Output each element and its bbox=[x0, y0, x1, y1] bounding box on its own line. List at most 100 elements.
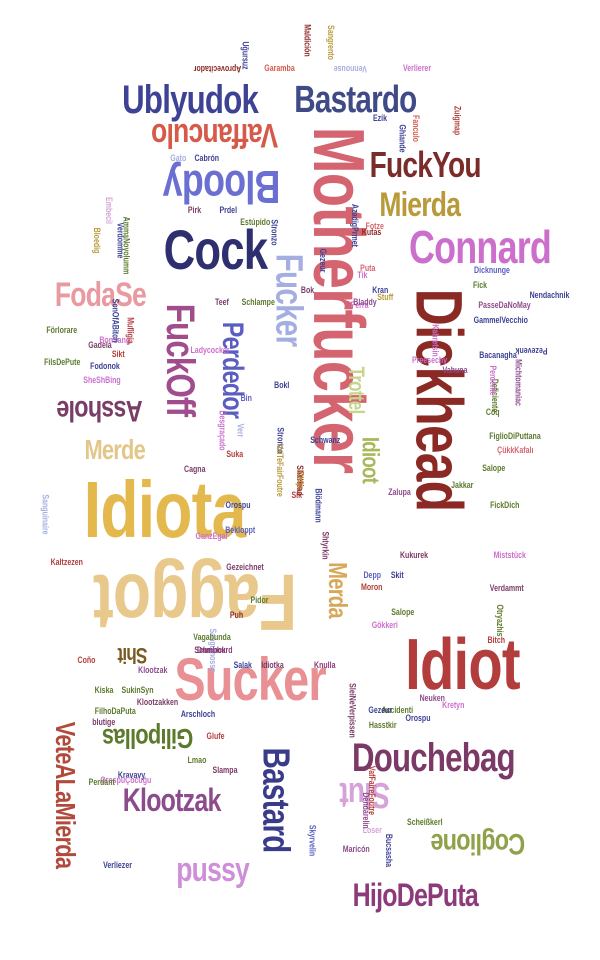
word-sikt: Sikt bbox=[111, 348, 125, 359]
word-stronzo: Stronzo bbox=[269, 218, 280, 246]
word-cock: Cock bbox=[163, 218, 267, 281]
word-moron: Moron bbox=[361, 581, 383, 592]
word-fick: Fick bbox=[472, 279, 488, 290]
word-kahretsin: Kahretsin bbox=[430, 323, 441, 357]
word-gezeur: Gezeur bbox=[317, 248, 328, 272]
word-azadigprmet: AzadigPrmet bbox=[350, 203, 361, 247]
word-filhodaputa: FilhoDaPuta bbox=[94, 705, 136, 716]
word-vagabunda: Vagabunda bbox=[193, 631, 231, 642]
word-puta: Puta bbox=[360, 262, 376, 273]
word-schlampe: Schlampe bbox=[241, 296, 275, 307]
word-lmao: Lmao bbox=[187, 754, 207, 765]
word-sheshbing: SheShBing bbox=[83, 374, 121, 385]
word-gilipollas: Gilipollas bbox=[102, 723, 194, 754]
word-trottel: Trottel bbox=[343, 366, 369, 414]
word-kaltzezen: Kaltzezen bbox=[50, 556, 84, 567]
word-forlorare: Förlorare bbox=[46, 324, 78, 335]
word-schei-kerl: Scheißkerl bbox=[407, 816, 443, 827]
word-bucsasha: Bucsasha bbox=[383, 833, 394, 867]
word-glufe: Glufe bbox=[207, 730, 225, 741]
word-ladycocker: Ladycocker bbox=[190, 344, 230, 355]
word-skit: Skit bbox=[390, 569, 404, 580]
word-ezik: Ezik bbox=[372, 112, 388, 123]
word-vaffairefoutre: VafFaireFoutre bbox=[367, 765, 378, 815]
word-bacanagha: Bacanagha bbox=[479, 349, 517, 360]
word-connard: Connard bbox=[408, 221, 552, 273]
word-kiska: Kiska bbox=[94, 684, 114, 695]
word-fanculo: Fanculo bbox=[410, 114, 421, 142]
word-vetealamierda: VeteALaMierda bbox=[50, 721, 81, 869]
word-perdedor: Perdedor bbox=[216, 321, 249, 419]
word-cukkkafal: ÇükkKafalı bbox=[496, 444, 534, 455]
word-fuckoff: FuckOff bbox=[158, 303, 202, 417]
word-tik: Tik bbox=[356, 269, 368, 280]
word-salak: Salak bbox=[233, 659, 253, 670]
word-verliezer: Verliezer bbox=[103, 859, 133, 870]
word-sleineverpissen: SleiNeVerpissen bbox=[347, 682, 358, 738]
word-klootzak: Klootzak bbox=[138, 664, 168, 675]
word-mufligia: Mufligia bbox=[125, 316, 136, 344]
word-kran: Kran bbox=[371, 284, 388, 295]
word-ganzegal: GanzEgal bbox=[195, 530, 228, 541]
word-pussy: pussy bbox=[176, 851, 251, 889]
word-shit: Shit bbox=[118, 643, 148, 668]
word-bladdy: Bladdy bbox=[353, 296, 377, 307]
word-coglione: Coglione bbox=[431, 827, 525, 860]
word-desgracado: Desgraçado bbox=[217, 409, 228, 451]
word-garamba: Garamba bbox=[264, 62, 296, 73]
word-asshole: Asshole bbox=[57, 394, 143, 427]
word-chtyr: Chtyr bbox=[295, 470, 306, 490]
word-depp: Depp bbox=[363, 569, 381, 580]
word-hasstkir: Hasstkir bbox=[369, 719, 397, 730]
word-estupido: Estúpido bbox=[239, 216, 271, 227]
word-ammanoyolumm: AmmaNoyolumm bbox=[121, 216, 132, 274]
word-arschloch: Arschloch bbox=[180, 708, 216, 719]
word-orospu: Orospu bbox=[405, 712, 431, 723]
word-idiot: Idiot bbox=[404, 625, 520, 705]
word-salope: Salope bbox=[482, 462, 506, 473]
word-gokkeri: Gökkeri bbox=[371, 619, 399, 630]
word-nendachnik: Nendachnik bbox=[530, 289, 570, 300]
word-shtyrkin: Shtyrkin bbox=[320, 530, 331, 560]
word-kutas: Kutas bbox=[362, 226, 382, 237]
word-slampa: Slampa bbox=[212, 764, 238, 775]
word-cono: Coño bbox=[77, 654, 95, 665]
word-verr: Verr bbox=[235, 423, 246, 437]
word-blodmann: Blödmann bbox=[313, 487, 324, 523]
word-pidor: Pidor bbox=[251, 594, 269, 605]
word-prdel: Prdel bbox=[219, 204, 237, 215]
word-douchebag: Douchebag bbox=[351, 736, 516, 780]
word-fickdich: FickDich bbox=[490, 499, 520, 510]
word-dumbhurd: Dumbhurd bbox=[197, 644, 233, 655]
word-maldicion: Maldición bbox=[302, 23, 313, 57]
word-gato: Gato bbox=[169, 152, 186, 163]
word-skyrvelin: Skyrvelin bbox=[307, 824, 318, 856]
word-stuff: Stuff bbox=[377, 291, 393, 302]
word-fotze: Fotze bbox=[365, 220, 385, 231]
word-dicknunge: Dicknunge bbox=[474, 264, 510, 275]
word-zuigmap: Zuigmap bbox=[452, 105, 463, 135]
word-gezeur: Gezeur bbox=[368, 704, 392, 715]
word-verlierer: Verlierer bbox=[402, 62, 432, 73]
word-bokl: Bokl bbox=[274, 379, 290, 390]
word-vaffanculo: Vaffanculo bbox=[151, 116, 279, 154]
word-schwanz: Schwanz bbox=[309, 434, 341, 445]
word-gammelvecchio: GammelVecchio bbox=[473, 314, 529, 325]
word-vahuna: Vahuna bbox=[442, 364, 468, 375]
word-cabron: Cabrón bbox=[194, 152, 220, 163]
word-perdant: Perdant bbox=[88, 776, 116, 787]
word-gadela: Gadela bbox=[88, 339, 112, 350]
word-idiota: Idiota bbox=[84, 465, 246, 554]
word-bastardo: Bastardo bbox=[293, 79, 417, 121]
word-maricon: Maricón bbox=[342, 843, 370, 854]
word-cagna: Cagna bbox=[184, 463, 206, 474]
word-michtomaniac: Michtomaniac bbox=[513, 358, 524, 406]
word-bloody: Bloody bbox=[163, 161, 281, 213]
word-perra: Perra bbox=[351, 299, 369, 310]
word-loser: Loser bbox=[362, 824, 382, 835]
word-schmock: Schmock bbox=[194, 644, 226, 655]
word-bekloppt: Bekloppt bbox=[224, 524, 256, 535]
word-bok: Bok bbox=[301, 284, 315, 295]
word-mierda: Mierda bbox=[379, 186, 462, 224]
word-sukinsyn: SukinSyn bbox=[121, 684, 154, 695]
